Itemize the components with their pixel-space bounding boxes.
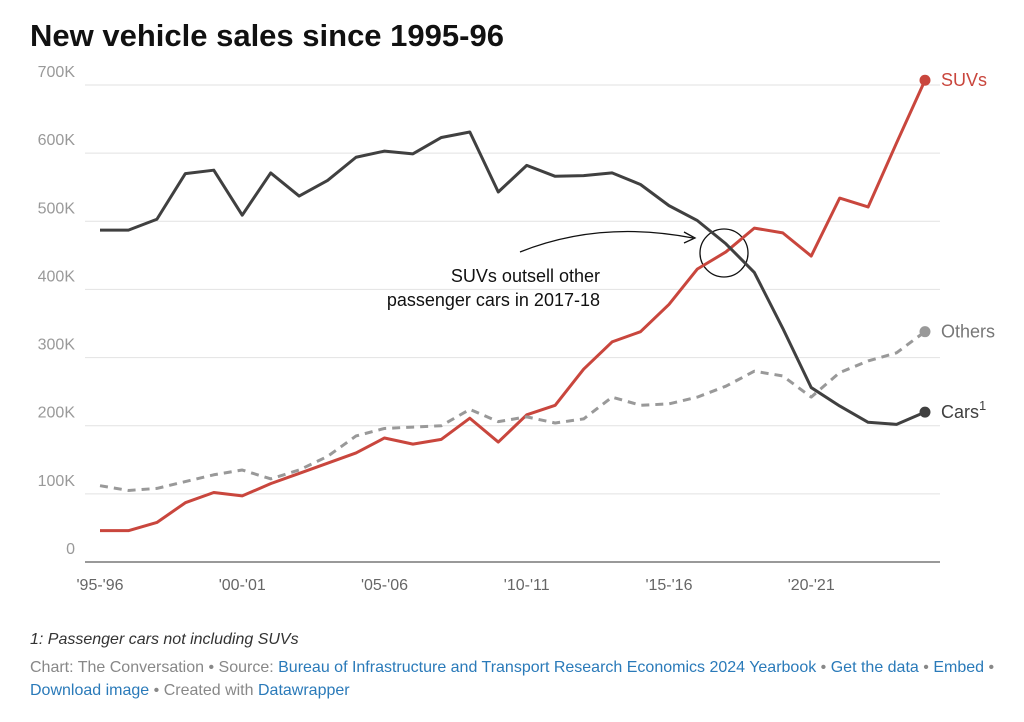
source-line: Chart: The Conversation • Source: Bureau… bbox=[30, 656, 1005, 702]
x-tick-label: '10-'11 bbox=[504, 577, 550, 594]
separator: • bbox=[820, 659, 827, 676]
end-dot bbox=[919, 74, 931, 86]
series-label: Others bbox=[941, 322, 995, 342]
annotation: SUVs outsell other bbox=[451, 266, 600, 286]
y-tick-label: 300K bbox=[38, 337, 76, 354]
created-with: Created with bbox=[163, 682, 254, 699]
highlight-circle bbox=[699, 228, 749, 278]
y-tick-label: 700K bbox=[38, 64, 76, 81]
data-link[interactable]: Get the data bbox=[830, 659, 919, 676]
series-name: SUVs bbox=[941, 70, 987, 90]
end-dot bbox=[919, 326, 931, 338]
series-label: SUVs bbox=[941, 70, 987, 90]
y-tick-label: 400K bbox=[38, 268, 76, 285]
x-tick-label: '95-'96 bbox=[76, 577, 123, 594]
series-name: Cars bbox=[941, 402, 979, 422]
x-tick-label: '15-'16 bbox=[645, 577, 692, 594]
series-label: Cars1 bbox=[941, 398, 986, 422]
separator: • bbox=[988, 659, 995, 676]
footnote-mark: 1 bbox=[979, 398, 986, 413]
credit: Chart: The Conversation bbox=[30, 659, 205, 676]
separator: • bbox=[923, 659, 929, 676]
tool-link[interactable]: Datawrapper bbox=[257, 682, 350, 699]
source-link[interactable]: Bureau of Infrastructure and Transport R… bbox=[278, 659, 817, 676]
series-line bbox=[100, 130, 926, 426]
x-tick-label: '00-'01 bbox=[219, 577, 266, 594]
annotation-arrow bbox=[519, 230, 694, 253]
chart-title: New vehicle sales since 1995-96 bbox=[30, 18, 504, 53]
separator: • bbox=[153, 682, 160, 699]
annotation: passenger cars in 2017-18 bbox=[387, 290, 600, 310]
end-dot bbox=[919, 406, 931, 418]
source-label: Source: bbox=[218, 659, 274, 676]
y-tick-label: 600K bbox=[38, 132, 76, 149]
chart: New vehicle sales since 1995-96 SUVs out… bbox=[30, 18, 995, 594]
x-tick-label: '05-'06 bbox=[361, 577, 408, 594]
y-tick-label: 100K bbox=[38, 473, 76, 490]
download-link[interactable]: Download image bbox=[30, 682, 150, 699]
series-line bbox=[100, 79, 927, 533]
series-line bbox=[99, 330, 926, 492]
y-tick-label: 200K bbox=[38, 405, 76, 422]
separator: • bbox=[208, 659, 215, 676]
arrow-head bbox=[683, 231, 697, 244]
series-name: Others bbox=[941, 322, 995, 342]
y-tick-label: 0 bbox=[66, 541, 75, 558]
embed-link[interactable]: Embed bbox=[933, 659, 985, 676]
y-tick-label: 500K bbox=[38, 200, 76, 217]
x-tick-label: '20-'21 bbox=[788, 577, 835, 594]
footnote: 1: Passenger cars not including SUVs bbox=[30, 631, 299, 648]
